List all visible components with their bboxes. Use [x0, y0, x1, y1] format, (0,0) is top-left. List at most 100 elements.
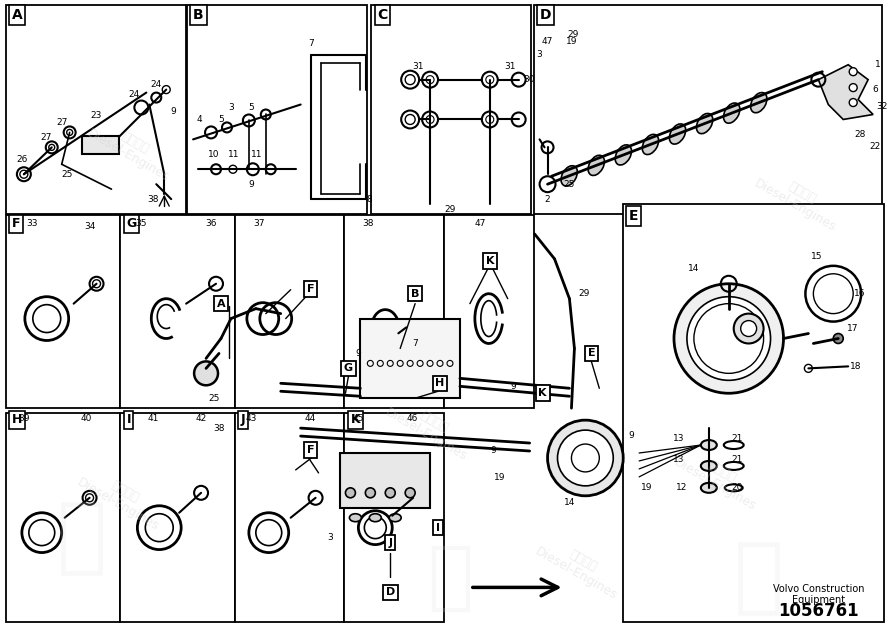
Text: 38: 38: [362, 218, 374, 228]
Bar: [187, 5, 368, 214]
Text: 1: 1: [875, 60, 881, 69]
Text: 47: 47: [474, 218, 486, 228]
Text: 28: 28: [854, 130, 866, 139]
Bar: [444, 215, 534, 408]
Text: 5: 5: [218, 115, 224, 124]
Text: 23: 23: [91, 111, 102, 120]
Text: 37: 37: [253, 218, 264, 228]
Ellipse shape: [389, 514, 401, 521]
Text: 15: 15: [811, 252, 822, 262]
Text: 26: 26: [16, 155, 28, 164]
Circle shape: [145, 514, 174, 542]
Text: 38: 38: [148, 194, 159, 204]
Circle shape: [20, 170, 28, 178]
Text: 10: 10: [208, 150, 220, 159]
Ellipse shape: [700, 461, 716, 471]
Text: 3: 3: [537, 50, 543, 59]
Text: 42: 42: [196, 414, 206, 423]
Circle shape: [849, 68, 857, 75]
Text: 16: 16: [854, 289, 866, 298]
Text: 紫发动力
Diesel-Engines: 紫发动力 Diesel-Engines: [75, 462, 168, 533]
Ellipse shape: [588, 155, 604, 175]
Text: I: I: [126, 413, 131, 426]
Text: 5: 5: [248, 103, 254, 112]
Ellipse shape: [700, 483, 716, 493]
Text: D: D: [385, 587, 395, 598]
Text: 3: 3: [328, 533, 334, 542]
Bar: [623, 204, 884, 622]
Text: F: F: [307, 284, 314, 294]
Bar: [344, 413, 444, 622]
Text: Volvo Construction
Equipment: Volvo Construction Equipment: [773, 584, 864, 605]
Text: 30: 30: [523, 75, 535, 84]
Bar: [344, 215, 444, 408]
Text: 9: 9: [511, 382, 516, 391]
Bar: [371, 5, 530, 214]
Text: 29: 29: [444, 204, 456, 214]
Text: 40: 40: [81, 414, 93, 423]
Circle shape: [366, 488, 376, 498]
Bar: [235, 215, 344, 408]
Circle shape: [557, 430, 613, 486]
Text: 8: 8: [367, 194, 372, 204]
Circle shape: [28, 520, 54, 545]
Ellipse shape: [369, 514, 381, 521]
Text: K: K: [351, 413, 360, 426]
Text: 动: 动: [427, 540, 473, 615]
Text: 9: 9: [248, 180, 254, 189]
Text: 35: 35: [135, 218, 147, 228]
Text: 9: 9: [355, 349, 361, 358]
Ellipse shape: [615, 145, 632, 165]
Text: J: J: [388, 538, 392, 548]
Text: H: H: [435, 378, 445, 388]
Bar: [6, 5, 186, 214]
Text: 17: 17: [847, 324, 859, 333]
Text: K: K: [538, 388, 546, 398]
Ellipse shape: [643, 135, 659, 155]
Ellipse shape: [350, 514, 361, 521]
Text: 4: 4: [197, 115, 202, 124]
Text: 31: 31: [504, 62, 515, 71]
Text: 45: 45: [352, 414, 364, 423]
Text: 11: 11: [228, 150, 239, 159]
Text: I: I: [436, 523, 440, 533]
Text: A: A: [216, 299, 225, 309]
Circle shape: [849, 99, 857, 106]
Text: H: H: [12, 413, 22, 426]
Circle shape: [255, 520, 282, 545]
Text: 7: 7: [308, 39, 313, 48]
Text: 9: 9: [170, 107, 176, 116]
Text: 紫发动力
Diesel-Engines: 紫发动力 Diesel-Engines: [532, 532, 627, 603]
Text: 27: 27: [56, 118, 68, 127]
Bar: [341, 453, 430, 508]
Text: 38: 38: [214, 423, 225, 433]
Ellipse shape: [724, 103, 740, 123]
Bar: [82, 136, 119, 154]
Text: G: G: [344, 364, 353, 374]
Text: 1056761: 1056761: [778, 603, 859, 620]
Ellipse shape: [669, 124, 685, 144]
Text: 32: 32: [877, 102, 887, 111]
Text: 24: 24: [129, 90, 140, 99]
Text: D: D: [539, 8, 551, 22]
Circle shape: [547, 420, 623, 496]
Text: G: G: [126, 217, 137, 230]
Text: 7: 7: [412, 339, 418, 348]
Circle shape: [833, 333, 843, 343]
Circle shape: [93, 280, 101, 287]
Circle shape: [364, 516, 386, 538]
Text: 12: 12: [676, 483, 688, 493]
Text: 24: 24: [150, 80, 162, 89]
Circle shape: [85, 494, 93, 502]
Text: B: B: [411, 289, 419, 299]
Text: 44: 44: [305, 414, 316, 423]
Text: 13: 13: [673, 433, 684, 443]
Text: 29: 29: [568, 30, 579, 40]
Bar: [360, 319, 460, 398]
Text: 27: 27: [40, 133, 52, 142]
Text: 9: 9: [628, 431, 634, 440]
Text: 6: 6: [872, 85, 878, 94]
Circle shape: [33, 304, 61, 333]
Circle shape: [740, 321, 756, 337]
Text: 33: 33: [26, 218, 37, 228]
